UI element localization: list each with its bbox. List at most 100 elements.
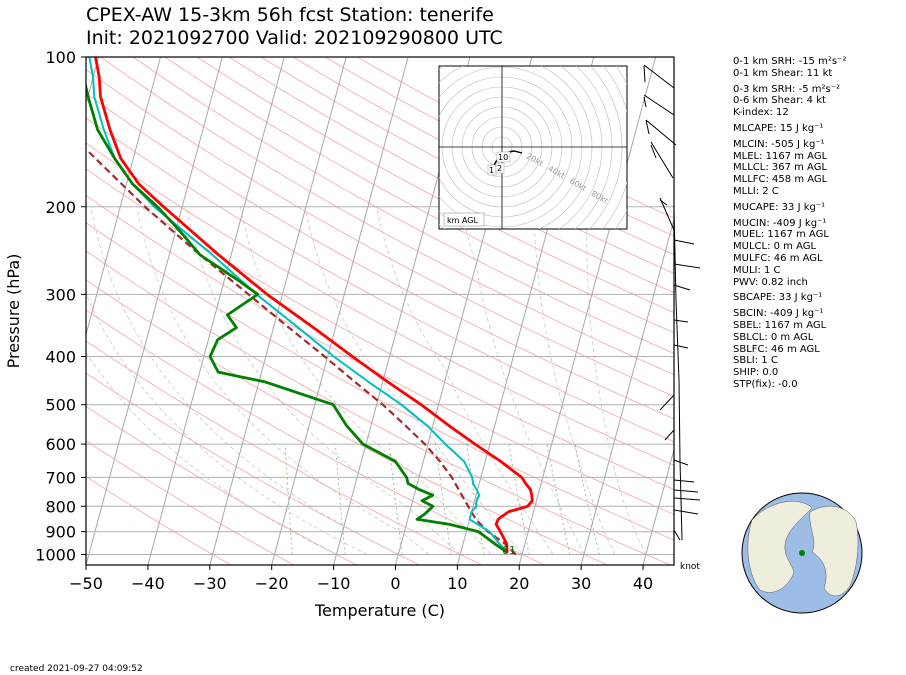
wind-barb [659, 197, 675, 231]
index-line: STP(fix): -0.0 [733, 378, 798, 390]
index-line: SBLCL: 0 m AGL [733, 331, 814, 343]
chart-grid [86, 57, 674, 565]
dry-adiabat [132, 57, 674, 355]
index-line: MUEL: 1167 m AGL [733, 229, 829, 241]
temperature-line [94, 57, 534, 553]
dry-adiabat [86, 250, 671, 565]
index-line: SBCAPE: 33 J kg⁻¹ [733, 292, 823, 304]
wind-barb-feather [643, 65, 646, 83]
wind-barb [673, 344, 689, 349]
index-line: MULI: 1 C [733, 264, 781, 276]
location-globe [741, 492, 863, 614]
wind-barb-staff [679, 459, 683, 541]
moist-adiabat [304, 206, 523, 555]
dry-adiabat [260, 57, 674, 275]
dry-adiabat [196, 57, 674, 314]
created-timestamp: created 2021-09-27 04:09:52 [10, 664, 143, 674]
index-line: MULCL: 0 m AGL [733, 241, 817, 253]
index-line: MUCIN: -409 J kg⁻¹ [733, 217, 827, 229]
dry-adiabat [100, 57, 674, 376]
dry-adiabat [86, 168, 674, 491]
x-axis-label: Temperature (C) [314, 601, 445, 620]
index-line: MLLI: 2 C [733, 185, 779, 197]
index-line: SBLI: 1 C [733, 355, 778, 367]
mixing-ratio-line [466, 444, 485, 555]
dewpoint-line [86, 81, 508, 554]
wind-barb [673, 284, 691, 291]
index-line: MLLCL: 367 m AGL [733, 162, 828, 174]
y-tick-label: 600 [45, 435, 76, 454]
x-tick-label: 40 [633, 574, 653, 593]
chart-title-line2: Init: 2021092700 Valid: 202109290800 UTC [86, 27, 503, 49]
axis-ticks: −50 −40 −30 −20 −10 0 10 20 30 40 100 200 300 400 500 6… [35, 48, 653, 593]
index-line: 0-6 km Shear: 4 kt [733, 95, 826, 107]
index-line: 0-3 km SRH: -5 m²s⁻² [733, 83, 840, 95]
y-tick-label: 200 [45, 198, 76, 217]
wind-barb [673, 489, 699, 493]
isotherm [86, 57, 223, 565]
y-tick-label: 1000 [35, 545, 76, 564]
wind-barb [673, 459, 689, 466]
wind-barb [673, 509, 699, 515]
index-line: SBLFC: 46 m AGL [733, 343, 820, 355]
wind-barb [673, 529, 681, 541]
chart-title-line1: CPEX-AW 15-3km 56h fcst Station: tenerif… [86, 4, 494, 26]
moist-adiabat [376, 206, 554, 555]
parcel-profile-line [86, 147, 517, 556]
dry-adiabat [228, 57, 674, 294]
wind-barb [673, 497, 701, 501]
globe-landmass-west [747, 501, 813, 593]
index-line: SBEL: 1167 m AGL [733, 319, 827, 331]
hodograph-point-box [496, 151, 511, 163]
index-line: SHIP: 0.0 [733, 367, 779, 379]
mixing-ratio-line [334, 444, 346, 555]
wind-barb [664, 429, 675, 441]
y-tick-label: 300 [45, 285, 76, 304]
wind-barb [645, 119, 677, 146]
y-tick-label: 800 [45, 497, 76, 516]
dry-adiabat [164, 57, 674, 334]
wind-barb [673, 319, 689, 323]
index-line: MUCAPE: 33 J kg⁻¹ [733, 201, 826, 213]
index-line: SBCIN: -409 J kg⁻¹ [733, 308, 824, 320]
plot-frame [85, 56, 675, 566]
dry-adiabat [86, 92, 674, 420]
hodograph-point-box [495, 162, 505, 174]
y-axis-label: Pressure (hPa) [4, 254, 23, 369]
wind-barb-feather [650, 144, 657, 159]
y-tick-label: 500 [45, 396, 76, 415]
index-line: MLEL: 1167 m AGL [733, 150, 828, 162]
wind-barb [673, 239, 695, 245]
dry-adiabat [86, 194, 674, 515]
hodograph-point-label: 1 [489, 166, 494, 175]
mixing-ratio-line [284, 444, 293, 555]
isotherm [147, 57, 285, 565]
isotherm [518, 57, 657, 565]
x-tick-label: 10 [447, 574, 467, 593]
index-line: MLCIN: -505 J kg⁻¹ [733, 138, 825, 150]
wind-barb [673, 263, 701, 269]
wind-barb-feather [645, 119, 650, 135]
index-line: MLLFC: 458 m AGL [733, 174, 828, 186]
index-line: MLCAPE: 15 J kg⁻¹ [733, 122, 824, 134]
moist-adiabat [460, 206, 585, 555]
dry-adiabat [86, 340, 483, 565]
moist-adiabat [533, 206, 616, 555]
hodograph-frame [438, 65, 628, 230]
wind-barb [673, 479, 695, 483]
hodograph-point-label: 2 [497, 164, 502, 173]
dry-adiabat [86, 117, 674, 443]
dry-adiabat [86, 279, 608, 565]
wind-barb [643, 64, 675, 89]
y-tick-label: 400 [45, 348, 76, 367]
isotherm [271, 57, 409, 565]
x-tick-label: −50 [69, 574, 103, 593]
station-marker [799, 550, 805, 556]
x-tick-label: −10 [317, 574, 351, 593]
wind-barb-staff [675, 299, 680, 381]
y-tick-label: 100 [45, 48, 76, 67]
x-tick-label: 30 [571, 574, 591, 593]
wind-unit-label: knot [680, 562, 700, 572]
dry-adiabat [86, 475, 232, 565]
dry-adiabat [86, 222, 674, 541]
